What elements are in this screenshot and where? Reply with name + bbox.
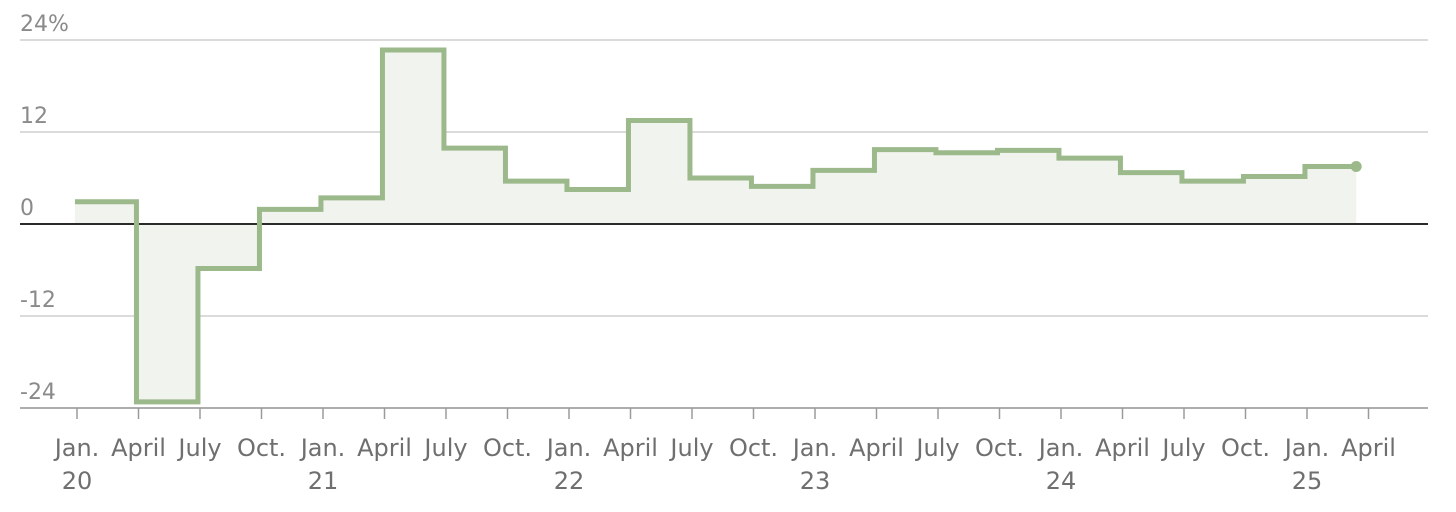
x-tick-label: Oct. xyxy=(1221,434,1270,462)
x-tick-label: Oct. xyxy=(729,434,778,462)
x-tick-label: Jan. xyxy=(1283,434,1330,462)
x-tick-year-label: 25 xyxy=(1292,467,1323,495)
x-tick-label: Oct. xyxy=(483,434,532,462)
x-tick-label: April xyxy=(603,434,658,462)
x-tick-label: July xyxy=(914,434,959,462)
x-tick-label: Jan. xyxy=(1037,434,1084,462)
y-tick-label: -12 xyxy=(20,288,56,313)
x-tick-year-label: 21 xyxy=(308,467,339,495)
x-tick-label: April xyxy=(849,434,904,462)
y-tick-label: 12 xyxy=(20,104,48,129)
x-tick-label: Jan. xyxy=(53,434,100,462)
x-tick-year-label: 23 xyxy=(800,467,831,495)
y-tick-label: -24 xyxy=(20,380,56,405)
series-end-point xyxy=(1350,161,1362,172)
area-fill xyxy=(74,49,1357,402)
x-tick-label: Jan. xyxy=(791,434,838,462)
y-tick-label: 0 xyxy=(20,196,34,221)
x-tick-label: Jan. xyxy=(545,434,592,462)
x-tick-label: July xyxy=(1160,434,1205,462)
x-tick-label: April xyxy=(1095,434,1150,462)
x-tick-year-label: 20 xyxy=(62,467,93,495)
x-tick-label: July xyxy=(176,434,221,462)
x-tick-year-label: 22 xyxy=(554,467,585,495)
x-tick-label: Oct. xyxy=(237,434,286,462)
x-tick-label: April xyxy=(111,434,166,462)
x-tick-label: Jan. xyxy=(299,434,346,462)
x-tick-label: July xyxy=(668,434,713,462)
y-tick-label: 24% xyxy=(20,12,69,37)
x-tick-label: July xyxy=(422,434,467,462)
x-tick-label: Oct. xyxy=(975,434,1024,462)
x-tick-year-label: 24 xyxy=(1046,467,1077,495)
series-line xyxy=(74,47,1357,405)
x-tick-label: April xyxy=(1341,434,1396,462)
x-tick-label: April xyxy=(357,434,412,462)
